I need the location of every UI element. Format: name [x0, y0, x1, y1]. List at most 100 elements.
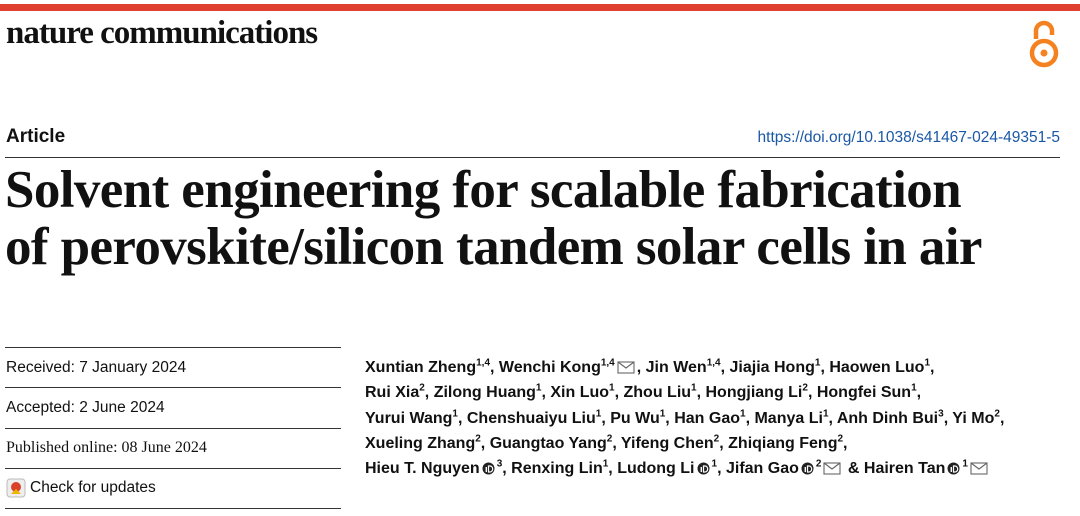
- author-name: Manya Li: [754, 409, 823, 427]
- separator: ,: [612, 434, 617, 452]
- affiliation: 1: [602, 458, 609, 470]
- separator: ,: [490, 359, 495, 376]
- separator: ,: [807, 384, 813, 402]
- separator: ,: [424, 384, 430, 402]
- separator: ,: [601, 409, 606, 427]
- affiliation: 1: [924, 357, 931, 369]
- affiliation: 1: [911, 382, 917, 394]
- author-name: Wenchi Kong: [498, 359, 601, 376]
- rule: [5, 508, 341, 509]
- separator: ,: [457, 409, 463, 427]
- conjunction: &: [847, 460, 860, 478]
- affiliation: 1,4: [706, 357, 721, 369]
- author-name: Jiajia Hong: [729, 359, 815, 376]
- separator: ,: [719, 434, 724, 452]
- affiliation: 1: [822, 408, 829, 420]
- author-name: Xin Luo: [550, 384, 610, 402]
- affiliation: 2: [606, 433, 613, 445]
- author-name: Zilong Huang: [433, 384, 536, 402]
- affiliation: 2: [713, 433, 720, 445]
- received-date: Received: 7 January 2024: [6, 359, 187, 376]
- affiliation: 3: [938, 408, 944, 420]
- affiliation: 1: [535, 382, 542, 394]
- email-icon[interactable]: [970, 462, 988, 476]
- rule: [5, 428, 341, 429]
- author-name: Hongfei Sun: [816, 384, 912, 402]
- separator: ,: [916, 384, 922, 402]
- affiliation: 2: [837, 433, 844, 445]
- author-name: Haowen Luo: [829, 359, 925, 376]
- author-line: Yurui Wang1, Chenshuaiyu Liu1, Pu Wu1, H…: [365, 406, 1004, 431]
- email-icon[interactable]: [617, 361, 635, 374]
- author-line: Xuntian Zheng1,4, Wenchi Kong1,4, Jin We…: [365, 355, 1004, 380]
- separator: ,: [930, 359, 935, 376]
- orcid-icon[interactable]: [482, 462, 495, 475]
- top-bar: [0, 4, 1080, 11]
- journal-name: nature communications: [6, 15, 318, 51]
- separator: ,: [999, 409, 1005, 427]
- separator: ,: [608, 460, 613, 478]
- rule: [5, 157, 1060, 158]
- author-name: Zhiqiang Feng: [728, 434, 838, 452]
- separator: ,: [745, 409, 751, 427]
- email-icon[interactable]: [823, 462, 841, 476]
- title-line: of perovskite/silicon tandem solar cells…: [5, 218, 982, 276]
- rule: [5, 347, 341, 348]
- affiliation: 2: [815, 458, 822, 470]
- author-name: Han Gao: [674, 409, 740, 427]
- author-name: Hairen Tan: [863, 460, 946, 478]
- affiliation: 2: [802, 382, 808, 394]
- author-name: Rui Xia: [365, 384, 420, 402]
- separator: ,: [820, 359, 825, 376]
- article-type: Article: [6, 126, 66, 147]
- affiliation: 2: [475, 433, 481, 445]
- check-updates[interactable]: Check for updates: [30, 479, 156, 496]
- author-name: Hieu T. Nguyen: [365, 460, 480, 478]
- author-name: Xueling Zhang: [365, 434, 476, 452]
- author-line: Xueling Zhang2, Guangtao Yang2, Yifeng C…: [365, 431, 1004, 456]
- author-name: Jifan Gao: [725, 460, 799, 478]
- author-name: Guangtao Yang: [489, 434, 607, 452]
- rule: [5, 387, 341, 388]
- author-name: Anh Dinh Bui: [836, 409, 939, 427]
- rule: [5, 468, 341, 469]
- separator: ,: [717, 460, 722, 478]
- affiliation: 1: [595, 408, 602, 420]
- separator: ,: [720, 359, 726, 376]
- separator: ,: [696, 384, 702, 402]
- author-line: Rui Xia2, Zilong Huang1, Xin Luo1, Zhou …: [365, 380, 1004, 405]
- separator: ,: [502, 460, 507, 478]
- affiliation: 1: [814, 357, 821, 369]
- separator: ,: [636, 359, 642, 376]
- separator: ,: [665, 409, 670, 427]
- orcid-icon[interactable]: [801, 462, 814, 475]
- affiliation: 1: [962, 458, 968, 470]
- title-line: Solvent engineering for scalable fabrica…: [5, 161, 962, 219]
- affiliation: 3: [496, 458, 503, 470]
- author-name: Hongjiang Li: [705, 384, 803, 402]
- separator: ,: [614, 384, 620, 402]
- author-name: Ludong Li: [617, 460, 695, 478]
- affiliation: 1: [740, 408, 746, 420]
- author-name: Chenshuaiyu Liu: [466, 409, 596, 427]
- affiliation: 2: [994, 408, 1000, 420]
- author-name: Yifeng Chen: [620, 434, 714, 452]
- published-date: Published online: 08 June 2024: [6, 439, 207, 456]
- orcid-icon[interactable]: [697, 462, 710, 475]
- affiliation: 2: [419, 382, 425, 394]
- affiliation: 1,4: [476, 357, 491, 369]
- author-line: Hieu T. Nguyen 3, Renxing Lin1, Ludong Li…: [365, 456, 1004, 481]
- separator: ,: [480, 434, 486, 452]
- separator: ,: [541, 384, 546, 402]
- author-name: Xuntian Zheng: [365, 359, 477, 376]
- doi-link[interactable]: https://doi.org/10.1038/s41467-024-49351…: [757, 129, 1060, 146]
- author-name: Pu Wu: [610, 409, 660, 427]
- orcid-icon[interactable]: [947, 462, 960, 475]
- author-list: Xuntian Zheng1,4, Wenchi Kong1,4, Jin We…: [365, 355, 1004, 481]
- affiliation: 1,4: [600, 357, 615, 369]
- affiliation: 1: [659, 408, 666, 420]
- open-access-icon: [1029, 20, 1059, 68]
- updates-icon[interactable]: [6, 478, 26, 498]
- author-name: Yurui Wang: [365, 409, 453, 427]
